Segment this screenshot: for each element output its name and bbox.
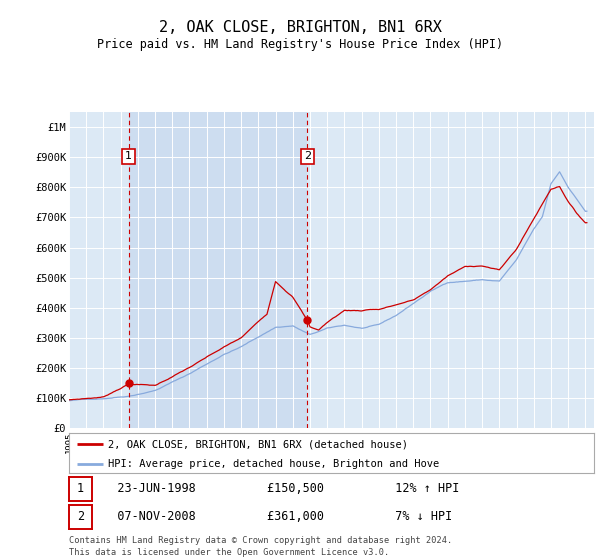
Text: 23-JUN-1998          £150,500          12% ↑ HPI: 23-JUN-1998 £150,500 12% ↑ HPI — [96, 482, 460, 496]
Text: 2, OAK CLOSE, BRIGHTON, BN1 6RX (detached house): 2, OAK CLOSE, BRIGHTON, BN1 6RX (detache… — [109, 439, 409, 449]
Text: Price paid vs. HM Land Registry's House Price Index (HPI): Price paid vs. HM Land Registry's House … — [97, 38, 503, 50]
Text: 2, OAK CLOSE, BRIGHTON, BN1 6RX: 2, OAK CLOSE, BRIGHTON, BN1 6RX — [158, 20, 442, 35]
Text: 2: 2 — [304, 151, 311, 161]
Text: 1: 1 — [77, 482, 84, 496]
Text: 1: 1 — [125, 151, 132, 161]
Text: HPI: Average price, detached house, Brighton and Hove: HPI: Average price, detached house, Brig… — [109, 459, 440, 469]
Text: 2: 2 — [77, 510, 84, 524]
Bar — [129, 112, 307, 428]
Text: 07-NOV-2008          £361,000          7% ↓ HPI: 07-NOV-2008 £361,000 7% ↓ HPI — [96, 510, 452, 524]
Text: Contains HM Land Registry data © Crown copyright and database right 2024.
This d: Contains HM Land Registry data © Crown c… — [69, 536, 452, 557]
